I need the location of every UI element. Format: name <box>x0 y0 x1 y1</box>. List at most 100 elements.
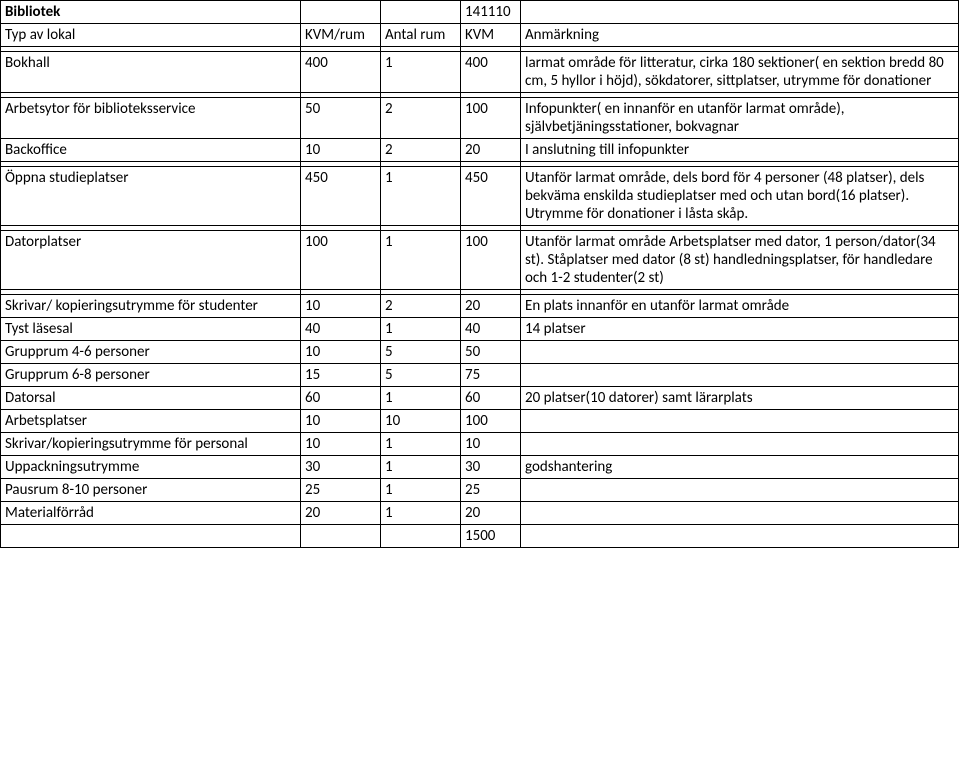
cell: 450 <box>461 167 521 226</box>
header-c4: Anmärkning <box>521 24 959 47</box>
cell: 100 <box>301 231 381 290</box>
cell: 50 <box>461 341 521 364</box>
cell: 100 <box>461 98 521 139</box>
cell: Arbetsplatser <box>1 410 301 433</box>
cell: Skrivar/ kopieringsutrymme för studenter <box>1 295 301 318</box>
cell: 40 <box>301 318 381 341</box>
cell: 75 <box>461 364 521 387</box>
title-empty-c <box>381 1 461 24</box>
cell: 100 <box>461 410 521 433</box>
cell <box>381 525 461 548</box>
cell: Bokhall <box>1 52 301 93</box>
cell: Tyst läsesal <box>1 318 301 341</box>
cell: Datorplatser <box>1 231 301 290</box>
cell: 1 <box>381 479 461 502</box>
cell: 25 <box>461 479 521 502</box>
cell: En plats innanför en utanför larmat områ… <box>521 295 959 318</box>
cell: 1 <box>381 52 461 93</box>
title-empty-e <box>521 1 959 24</box>
cell: 10 <box>461 433 521 456</box>
cell: 450 <box>301 167 381 226</box>
table-row: Tyst läsesal4014014 platser <box>1 318 959 341</box>
cell: 1 <box>381 456 461 479</box>
cell: 60 <box>301 387 381 410</box>
table-row: Datorplatser1001100 Utanför larmat områd… <box>1 231 959 290</box>
table-row: 1500 <box>1 525 959 548</box>
cell: 10 <box>301 139 381 162</box>
cell: larmat område för litteratur, cirka 180 … <box>521 52 959 93</box>
cell <box>521 410 959 433</box>
cell: I anslutning till infopunkter <box>521 139 959 162</box>
cell: 1 <box>381 167 461 226</box>
cell: godshantering <box>521 456 959 479</box>
cell: 20 <box>461 295 521 318</box>
cell: 30 <box>301 456 381 479</box>
cell: 20 <box>301 502 381 525</box>
cell: Datorsal <box>1 387 301 410</box>
cell: Uppackningsutrymme <box>1 456 301 479</box>
title-label: Bibliotek <box>1 1 301 24</box>
cell <box>301 525 381 548</box>
cell: Backoffice <box>1 139 301 162</box>
cell: Materialförråd <box>1 502 301 525</box>
table-row: Arbetsplatser1010100 <box>1 410 959 433</box>
cell: Utanför larmat område Arbetsplatser med … <box>521 231 959 290</box>
cell: Grupprum 4-6 personer <box>1 341 301 364</box>
cell: 10 <box>301 410 381 433</box>
cell: Infopunkter( en innanför en utanför larm… <box>521 98 959 139</box>
cell: 20 <box>461 139 521 162</box>
cell: Öppna studieplatser <box>1 167 301 226</box>
cell: 10 <box>301 341 381 364</box>
cell: 5 <box>381 341 461 364</box>
cell: 60 <box>461 387 521 410</box>
cell: 25 <box>301 479 381 502</box>
cell: 14 platser <box>521 318 959 341</box>
cell: 2 <box>381 139 461 162</box>
cell: 1 <box>381 433 461 456</box>
table-row: Skrivar/ kopieringsutrymme för studenter… <box>1 295 959 318</box>
cell: Pausrum 8-10 personer <box>1 479 301 502</box>
cell <box>521 341 959 364</box>
header-c3: KVM <box>461 24 521 47</box>
cell: 400 <box>461 52 521 93</box>
header-c2: Antal rum <box>381 24 461 47</box>
cell <box>521 525 959 548</box>
cell: 1500 <box>461 525 521 548</box>
cell: Utanför larmat område, dels bord för 4 p… <box>521 167 959 226</box>
cell: 10 <box>381 410 461 433</box>
cell: 40 <box>461 318 521 341</box>
cell: Grupprum 6-8 personer <box>1 364 301 387</box>
cell: 5 <box>381 364 461 387</box>
cell: Arbetsytor för biblioteksservice <box>1 98 301 139</box>
header-c1: KVM/rum <box>301 24 381 47</box>
cell: 1 <box>381 387 461 410</box>
cell: Skrivar/kopieringsutrymme för personal <box>1 433 301 456</box>
table-row: Backoffice10220I anslutning till infopun… <box>1 139 959 162</box>
cell: 20 platser(10 datorer) samt lärarplats <box>521 387 959 410</box>
title-date: 141110 <box>461 1 521 24</box>
library-table: Bibliotek 141110 Typ av lokal KVM/rum An… <box>0 0 959 548</box>
cell: 15 <box>301 364 381 387</box>
header-row: Typ av lokal KVM/rum Antal rum KVM Anmär… <box>1 24 959 47</box>
cell <box>1 525 301 548</box>
table-row: Öppna studieplatser4501450Utanför larmat… <box>1 167 959 226</box>
title-row: Bibliotek 141110 <box>1 1 959 24</box>
table-row: Datorsal6016020 platser(10 datorer) samt… <box>1 387 959 410</box>
cell: 20 <box>461 502 521 525</box>
cell <box>521 502 959 525</box>
header-c0: Typ av lokal <box>1 24 301 47</box>
table-row: Pausrum 8-10 personer25125 <box>1 479 959 502</box>
cell <box>521 364 959 387</box>
table-row: Bokhall4001400larmat område för litterat… <box>1 52 959 93</box>
cell: 100 <box>461 231 521 290</box>
cell: 30 <box>461 456 521 479</box>
cell: 10 <box>301 295 381 318</box>
cell <box>521 479 959 502</box>
table-row: Arbetsytor för biblioteksservice502100In… <box>1 98 959 139</box>
table-row: Grupprum 4-6 personer10550 <box>1 341 959 364</box>
cell: 400 <box>301 52 381 93</box>
table-row: Uppackningsutrymme30130godshantering <box>1 456 959 479</box>
table-row: Materialförråd20120 <box>1 502 959 525</box>
cell: 50 <box>301 98 381 139</box>
cell: 1 <box>381 502 461 525</box>
